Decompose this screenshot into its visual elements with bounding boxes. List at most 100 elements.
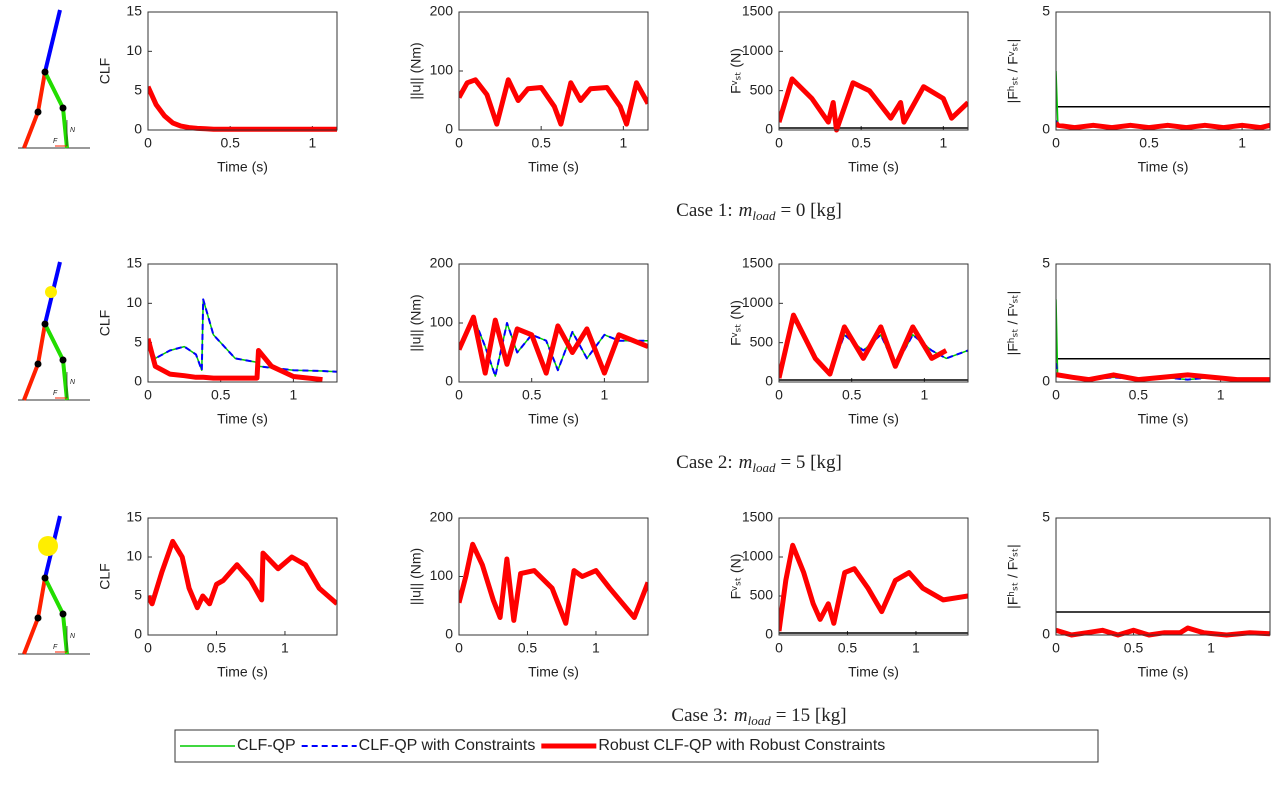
plot-frame [147,11,338,131]
x-tick-label: 0.5 [518,640,538,656]
legend-label: CLF-QP [237,737,296,754]
y-tick-label: 500 [750,587,774,603]
series-line [148,538,337,611]
caption-part: m [734,705,748,726]
plot-frame [778,11,969,131]
x-tick-label: 0.5 [207,640,227,656]
x-axis-label: Time (s) [217,664,268,680]
x-tick-label: 1 [619,135,627,151]
subplot: 0 100 200 0 0.5 1 Time (s) ||u|| (Nm) [408,255,649,427]
x-tick-label: 0.5 [838,640,858,656]
robot-label: N [70,127,76,134]
x-axis-label: Time (s) [528,664,579,680]
x-tick-label: 0.5 [1124,640,1144,656]
caption-part: = 15 [kg] [776,705,847,726]
x-tick-label: 1 [1217,387,1225,403]
x-tick-label: 0 [775,135,783,151]
y-tick-label: 1500 [742,255,773,271]
y-tick-label: 5 [134,81,142,97]
caption: Case 3: mload = 15 [kg] [671,705,846,728]
series-line [779,78,968,131]
y-tick-label: 15 [126,509,142,525]
series-line [779,542,968,632]
robot: F N [18,261,90,401]
series-line [1056,299,1270,381]
robot-label: F [53,390,58,397]
subplot: 0 500 1000 1500 0 0.5 1 Time (s) Fᵛₛₜ (N) [728,255,969,427]
x-tick-label: 0.5 [531,135,551,151]
caption-part: load [752,208,776,223]
y-axis-label: CLF [97,58,113,84]
robot-label: F [53,138,58,145]
caption-part: load [748,713,772,728]
y-tick-label: 0 [765,373,773,389]
y-axis-label: Fᵛₛₜ (N) [728,554,744,600]
x-axis-label: Time (s) [848,664,899,680]
x-tick-label: 0 [144,640,152,656]
x-axis-label: Time (s) [528,411,579,427]
y-tick-label: 200 [430,509,454,525]
caption-part: Case 2: [676,452,732,473]
subplot: 0 5 10 15 0 0.5 1 Time (s) CLF [97,3,338,175]
y-axis-label: |Fʰₛₜ / Fᵛₛₜ| [1005,39,1021,104]
x-tick-label: 1 [939,135,947,151]
x-tick-label: 1 [1238,135,1246,151]
caption-part: Case 3: [671,705,727,726]
x-tick-label: 1 [1207,640,1215,656]
y-tick-label: 5 [1042,3,1050,19]
series-line [779,318,968,379]
series-line [1056,121,1270,131]
robot: F N [18,515,90,655]
x-tick-label: 0 [455,640,463,656]
subplot: 0 5 10 15 0 0.5 1 Time (s) CLF [97,255,338,427]
subplot: 0 500 1000 1500 0 0.5 1 Time (s) Fᵛₛₜ (N) [728,3,969,175]
series-line [1056,625,1270,638]
x-axis-label: Time (s) [848,159,899,175]
y-tick-label: 1000 [742,294,773,310]
x-tick-label: 1 [281,640,289,656]
y-tick-label: 500 [750,333,774,349]
y-tick-label: 1000 [742,42,773,58]
y-axis-label: Fᵛₛₜ (N) [728,300,744,346]
x-tick-label: 1 [920,387,928,403]
x-tick-label: 0 [775,640,783,656]
subplot: 0 5 0 0.5 1 Time (s) |Fʰₛₜ / Fᵛₛₜ| [1005,255,1271,427]
plot-frame [147,517,338,636]
legend-box [174,729,1099,763]
x-axis-label: Time (s) [217,411,268,427]
x-tick-label: 1 [592,640,600,656]
series-line [459,77,648,127]
y-tick-label: 1500 [742,509,773,525]
y-tick-label: 200 [430,255,454,271]
y-axis-label: Fᵛₛₜ (N) [728,48,744,94]
y-axis-label: CLF [97,563,113,589]
y-tick-label: 1000 [742,548,773,564]
y-tick-label: 0 [134,626,142,642]
x-tick-label: 0 [775,387,783,403]
x-tick-label: 0 [1052,387,1060,403]
y-tick-label: 0 [765,121,773,137]
plot-frame [458,263,649,383]
plot-frame [1055,11,1271,131]
x-tick-label: 1 [289,387,297,403]
y-tick-label: 10 [126,548,142,564]
plot-frame [458,11,649,131]
caption-part: = 0 [kg] [780,200,841,221]
legend-label: CLF-QP with Constraints [359,737,536,754]
robot-label: F [53,644,58,651]
caption-part: = 5 [kg] [780,452,841,473]
y-tick-label: 0 [134,373,142,389]
x-tick-label: 0 [1052,640,1060,656]
y-axis-label: CLF [97,310,113,336]
y-tick-label: 0 [765,626,773,642]
y-tick-label: 5 [1042,509,1050,525]
y-tick-label: 0 [445,626,453,642]
series-line [148,298,337,373]
series-line [459,314,648,376]
subplot: 0 5 10 15 0 0.5 1 Time (s) CLF [97,509,338,680]
y-tick-label: 500 [750,81,774,97]
plot-frame [1055,263,1271,383]
x-axis-label: Time (s) [217,159,268,175]
x-tick-label: 0.5 [522,387,542,403]
